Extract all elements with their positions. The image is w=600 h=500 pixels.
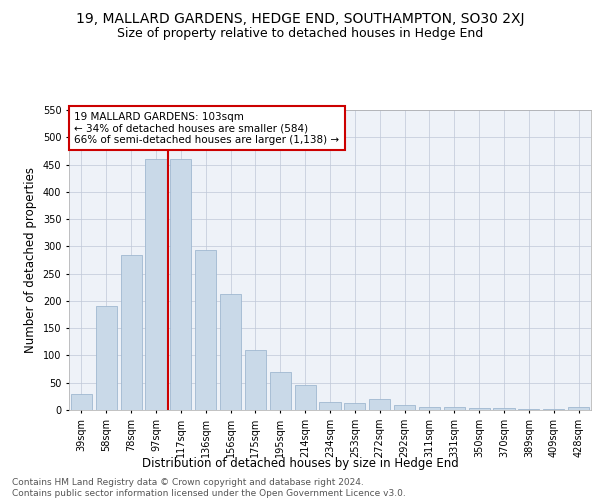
Bar: [493, 408, 515, 410]
Bar: [518, 409, 539, 410]
Bar: [543, 409, 564, 410]
Bar: [96, 306, 117, 410]
Bar: [220, 294, 241, 410]
Bar: [444, 408, 465, 410]
Text: 19, MALLARD GARDENS, HEDGE END, SOUTHAMPTON, SO30 2XJ: 19, MALLARD GARDENS, HEDGE END, SOUTHAMP…: [76, 12, 524, 26]
Bar: [295, 385, 316, 410]
Bar: [145, 159, 167, 410]
Bar: [195, 250, 216, 410]
Text: Contains HM Land Registry data © Crown copyright and database right 2024.
Contai: Contains HM Land Registry data © Crown c…: [12, 478, 406, 498]
Bar: [344, 403, 365, 410]
Bar: [245, 350, 266, 410]
Bar: [369, 399, 390, 410]
Bar: [170, 159, 191, 410]
Bar: [270, 372, 291, 410]
Bar: [419, 406, 440, 410]
Bar: [394, 404, 415, 410]
Bar: [71, 394, 92, 410]
Bar: [469, 408, 490, 410]
Text: Size of property relative to detached houses in Hedge End: Size of property relative to detached ho…: [117, 28, 483, 40]
Text: Distribution of detached houses by size in Hedge End: Distribution of detached houses by size …: [142, 458, 458, 470]
Bar: [319, 402, 341, 410]
Bar: [568, 408, 589, 410]
Bar: [121, 254, 142, 410]
Y-axis label: Number of detached properties: Number of detached properties: [24, 167, 37, 353]
Text: 19 MALLARD GARDENS: 103sqm
← 34% of detached houses are smaller (584)
66% of sem: 19 MALLARD GARDENS: 103sqm ← 34% of deta…: [74, 112, 340, 144]
